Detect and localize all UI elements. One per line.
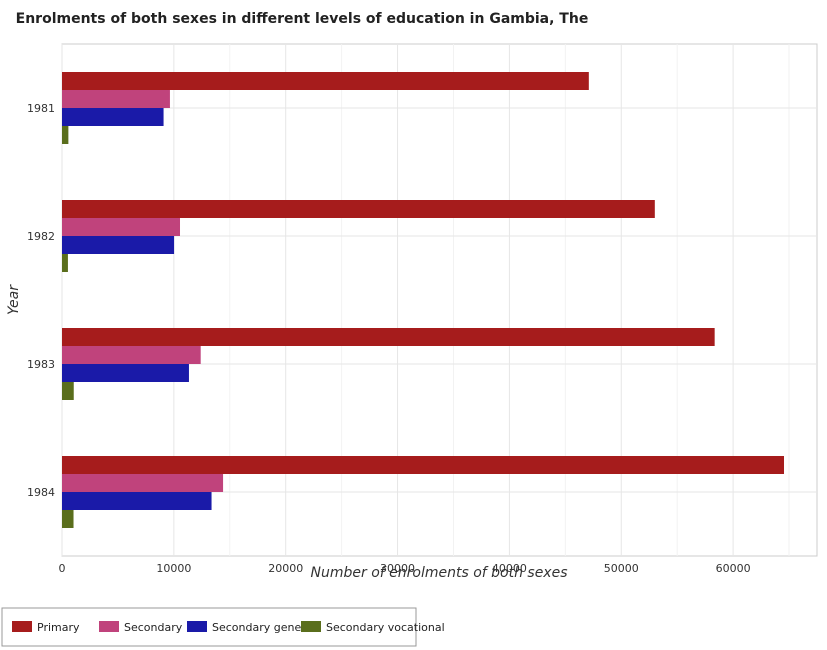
bar-secondary-general-1984 — [62, 492, 212, 510]
y-tick-label: 1981 — [27, 102, 55, 115]
bar-secondary-general-1981 — [62, 108, 164, 126]
x-tick-label: 30000 — [380, 562, 415, 575]
chart-title: Enrolments of both sexes in different le… — [16, 11, 589, 27]
x-tick-labels: 0 10000 20000 30000 40000 50000 60000 — [59, 562, 751, 575]
bar-secondary-vocational-1982 — [62, 254, 68, 272]
y-axis-title: Year — [6, 284, 22, 315]
legend: Primary Secondary Secondary general Seconda… — [1, 607, 445, 647]
bar-secondary-vocational-1981 — [62, 126, 69, 144]
y-tick-labels: 1981 1982 1983 1984 — [27, 102, 55, 499]
legend-swatch — [187, 621, 207, 632]
bar-secondary-1983 — [62, 346, 201, 364]
x-tick-label: 0 — [59, 562, 66, 575]
bar-secondary-vocational-1983 — [62, 382, 74, 400]
x-tick-label: 40000 — [492, 562, 527, 575]
y-tick-label: 1984 — [27, 486, 55, 499]
x-axis-title: Number of enrolments of both sexes — [311, 565, 568, 581]
bar-primary-1981 — [62, 72, 589, 90]
bars — [62, 72, 785, 528]
y-tick-label: 1983 — [27, 358, 55, 371]
bar-primary-1984 — [62, 456, 785, 474]
bar-secondary-vocational-1984 — [62, 510, 74, 528]
bar-secondary-1981 — [62, 90, 170, 108]
bar-primary-1983 — [62, 328, 715, 346]
legend-swatch — [301, 621, 321, 632]
bar-secondary-1984 — [62, 474, 224, 492]
bar-primary-1982 — [62, 200, 655, 218]
bar-secondary-general-1983 — [62, 364, 189, 382]
legend-label: Secondary vocational — [326, 621, 445, 634]
legend-swatch — [12, 621, 32, 632]
x-tick-label: 20000 — [268, 562, 303, 575]
bar-secondary-1982 — [62, 218, 181, 236]
legend-swatch — [99, 621, 119, 632]
legend-label: Secondary — [124, 621, 183, 634]
y-tick-label: 1982 — [27, 230, 55, 243]
legend-box — [1, 607, 417, 647]
x-tick-label: 50000 — [604, 562, 639, 575]
bar-secondary-general-1982 — [62, 236, 175, 254]
legend-label: Secondary general — [212, 621, 316, 634]
x-tick-label: 10000 — [156, 562, 191, 575]
legend-label: Primary — [37, 621, 80, 634]
x-tick-label: 60000 — [716, 562, 751, 575]
